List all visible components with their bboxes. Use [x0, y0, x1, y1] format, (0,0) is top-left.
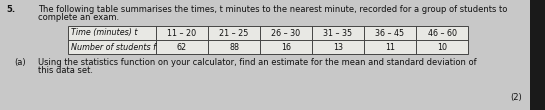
Text: 16: 16 — [281, 42, 291, 51]
Text: 36 – 45: 36 – 45 — [376, 28, 404, 38]
Text: 5.: 5. — [6, 5, 15, 14]
Text: 21 – 25: 21 – 25 — [219, 28, 249, 38]
Text: 11: 11 — [385, 42, 395, 51]
Text: 62: 62 — [177, 42, 187, 51]
Text: this data set.: this data set. — [38, 66, 93, 75]
Text: 13: 13 — [333, 42, 343, 51]
Text: 46 – 60: 46 – 60 — [427, 28, 457, 38]
Text: 26 – 30: 26 – 30 — [271, 28, 300, 38]
Text: 11 – 20: 11 – 20 — [167, 28, 197, 38]
Text: 88: 88 — [229, 42, 239, 51]
Bar — [68, 26, 468, 54]
Text: 31 – 35: 31 – 35 — [323, 28, 353, 38]
Text: (a): (a) — [14, 58, 26, 67]
Text: (2): (2) — [510, 93, 522, 102]
Bar — [530, 0, 545, 110]
Text: Time (minutes) t: Time (minutes) t — [71, 28, 137, 38]
Text: complete an exam.: complete an exam. — [38, 13, 119, 22]
Text: Using the statistics function on your calculator, find an estimate for the mean : Using the statistics function on your ca… — [38, 58, 477, 67]
Text: The following table summarises the times, t minutes to the nearest minute, recor: The following table summarises the times… — [38, 5, 507, 14]
Bar — [68, 26, 468, 54]
Text: 10: 10 — [437, 42, 447, 51]
Text: Number of students f: Number of students f — [71, 42, 156, 51]
